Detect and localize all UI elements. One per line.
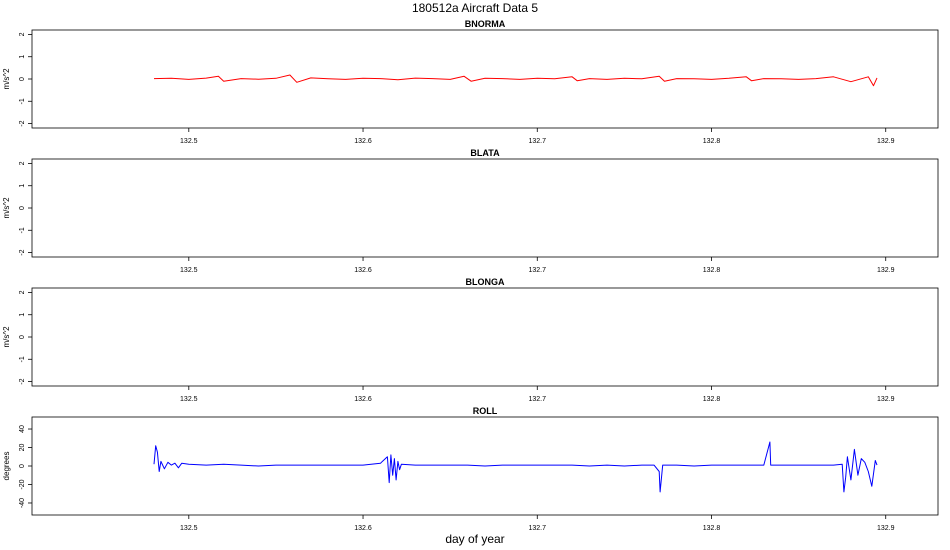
panel-3-x-tick-label: 132.9 xyxy=(877,396,895,403)
panel-4-series-line-1 xyxy=(153,441,878,493)
panel-1-y-tick-label: 0 xyxy=(19,77,26,81)
panel-4-x-tick-label: 132.8 xyxy=(703,525,721,532)
panel-3-y-tick-label: -2 xyxy=(19,378,26,384)
panel-2-y-tick-label: -1 xyxy=(19,227,26,233)
panel-3-y-tick-label: -1 xyxy=(19,356,26,362)
x-axis-title: day of year xyxy=(445,532,505,546)
panel-2-frame xyxy=(31,158,939,258)
panel-4-y-tick-label: 20 xyxy=(19,444,26,452)
panel-3-frame xyxy=(31,287,939,387)
panel-4-y-tick-label: 40 xyxy=(19,425,26,433)
panel-1-x-tick-label: 132.8 xyxy=(703,138,721,145)
panel-2-x-tick-label: 132.7 xyxy=(529,267,547,274)
panel-4-x-tick-label: 132.5 xyxy=(180,525,198,532)
panel-1-series-line-1 xyxy=(153,74,878,87)
panel-2-y-tick-label: -2 xyxy=(19,249,26,255)
panel-2-y-tick-label: 0 xyxy=(19,206,26,210)
panel-2-x-tick-label: 132.9 xyxy=(877,267,895,274)
panel-4-title: ROLL xyxy=(473,406,498,416)
panel-2-y-tick-label: 1 xyxy=(19,184,26,188)
panel-2-x-tick-label: 132.8 xyxy=(703,267,721,274)
panel-4-y-axis-label: degrees xyxy=(2,452,11,481)
panel-2-y-axis-label: m/s^2 xyxy=(2,197,11,219)
panel-4-y-tick-label: -40 xyxy=(19,498,26,508)
panel-3-y-tick-label: 2 xyxy=(19,290,26,294)
panel-4-y-tick-label: -20 xyxy=(19,479,26,489)
panel-4-x-tick-label: 132.9 xyxy=(877,525,895,532)
panel-2-title: BLATA xyxy=(470,148,500,158)
panel-3-title: BLONGA xyxy=(466,277,505,287)
panel-1-title: BNORMA xyxy=(465,19,506,29)
panel-3-x-tick-label: 132.6 xyxy=(354,396,372,403)
panel-3-y-tick-label: 1 xyxy=(19,313,26,317)
panel-3-x-tick-label: 132.7 xyxy=(529,396,547,403)
panel-4-y-tick-label: 0 xyxy=(19,464,26,468)
panel-2-y-tick-label: 2 xyxy=(19,161,26,165)
panel-1-y-axis-label: m/s^2 xyxy=(2,68,11,90)
panel-4-x-tick-label: 132.7 xyxy=(529,525,547,532)
panel-3-x-tick-label: 132.5 xyxy=(180,396,198,403)
panel-4-x-tick-label: 132.6 xyxy=(354,525,372,532)
panel-2-x-tick-label: 132.6 xyxy=(354,267,372,274)
panel-1-x-tick-label: 132.6 xyxy=(354,138,372,145)
panel-3-y-tick-label: 0 xyxy=(19,335,26,339)
panel-1-x-tick-label: 132.9 xyxy=(877,138,895,145)
panel-3-y-axis-label: m/s^2 xyxy=(2,326,11,348)
panel-1-y-tick-label: 2 xyxy=(19,32,26,36)
panel-1-y-tick-label: 1 xyxy=(19,55,26,59)
panel-3-x-tick-label: 132.8 xyxy=(703,396,721,403)
figure-title: 180512a Aircraft Data 5 xyxy=(411,1,539,15)
panel-1-y-tick-label: -2 xyxy=(19,120,26,126)
panel-1-x-tick-label: 132.5 xyxy=(180,138,198,145)
panel-2-x-tick-label: 132.5 xyxy=(180,267,198,274)
panel-1-x-tick-label: 132.7 xyxy=(529,138,547,145)
panel-1-y-tick-label: -1 xyxy=(19,98,26,104)
